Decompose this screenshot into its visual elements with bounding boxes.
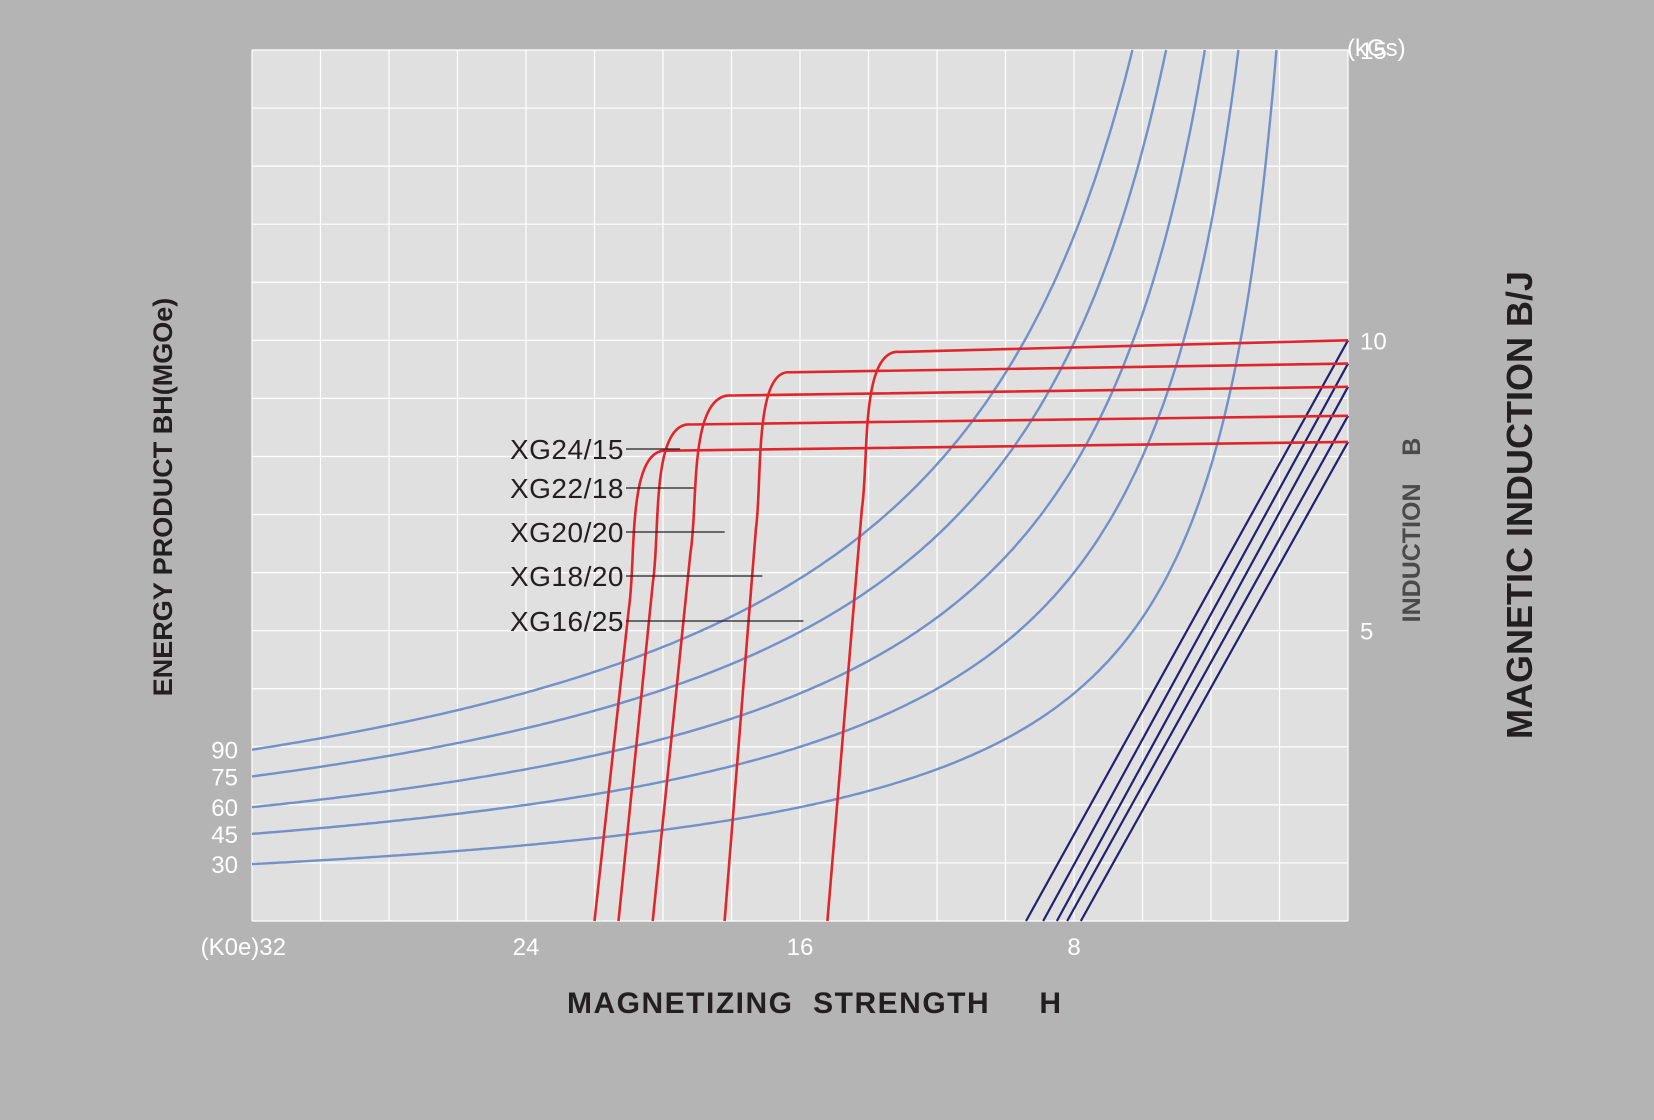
demag-curve-XG16/25 (593, 440, 1349, 922)
energy-tick-label: 45 (211, 822, 238, 849)
energy-curve-90 (251, 49, 1134, 751)
energy-tick-label: 30 (211, 852, 238, 879)
y-unit-label: (kGs) (1347, 35, 1406, 62)
left-axis-title: ENERGY PRODUCT BH(MGOe) (148, 298, 178, 697)
energy-tick-label: 90 (211, 738, 238, 765)
intrinsic-curves (1025, 339, 1349, 922)
demag-curve-XG18/20 (617, 414, 1349, 922)
demagnetization-curves (593, 339, 1349, 922)
series-label-XG16/25: XG16/25 (510, 606, 624, 637)
demag-curve-XG20/20 (651, 385, 1349, 922)
energy-curve-45 (251, 49, 1240, 836)
x-tick-label: 8 (1067, 934, 1080, 961)
energy-tick-label: 75 (211, 764, 238, 791)
x-tick-label: 24 (513, 934, 540, 961)
intrinsic-line (1066, 415, 1349, 922)
label-leader-lines (626, 448, 804, 622)
demag-curve-XG22/18 (723, 362, 1349, 922)
intrinsic-line (1042, 363, 1349, 922)
energy-curve-30 (251, 49, 1278, 866)
y-tick-label: 15 (1360, 38, 1387, 65)
series-labels: XG24/15 XG22/18 XG20/20 XG18/20 XG16/25 (510, 434, 624, 637)
right-inner-axis-title: INDUCTION B (1398, 438, 1426, 623)
x-tick-label: 16 (787, 934, 814, 961)
series-label-XG20/20: XG20/20 (510, 517, 624, 548)
y-axis-ticks: 15 10 5 (1360, 38, 1387, 646)
intrinsic-line (1025, 339, 1349, 922)
energy-tick-label: 60 (211, 795, 238, 822)
right-axis-title: MAGNETIC INDUCTION B/J (1499, 271, 1540, 739)
y-tick-label: 5 (1360, 619, 1373, 646)
intrinsic-line (1079, 441, 1349, 922)
energy-curve-60 (251, 49, 1206, 809)
demag-curve-XG24/15 (826, 339, 1349, 922)
x-tick-label: (K0e)32 (201, 934, 286, 961)
x-axis-title: MAGNETIZING STRENGTH H (567, 987, 1063, 1020)
series-label-XG18/20: XG18/20 (510, 561, 624, 592)
series-label-XG22/18: XG22/18 (510, 473, 624, 504)
series-label-XG24/15: XG24/15 (510, 434, 624, 465)
x-axis-ticks: (K0e)32 24 16 8 (201, 934, 1081, 961)
intrinsic-line (1055, 386, 1349, 922)
y-tick-label: 10 (1360, 328, 1387, 355)
